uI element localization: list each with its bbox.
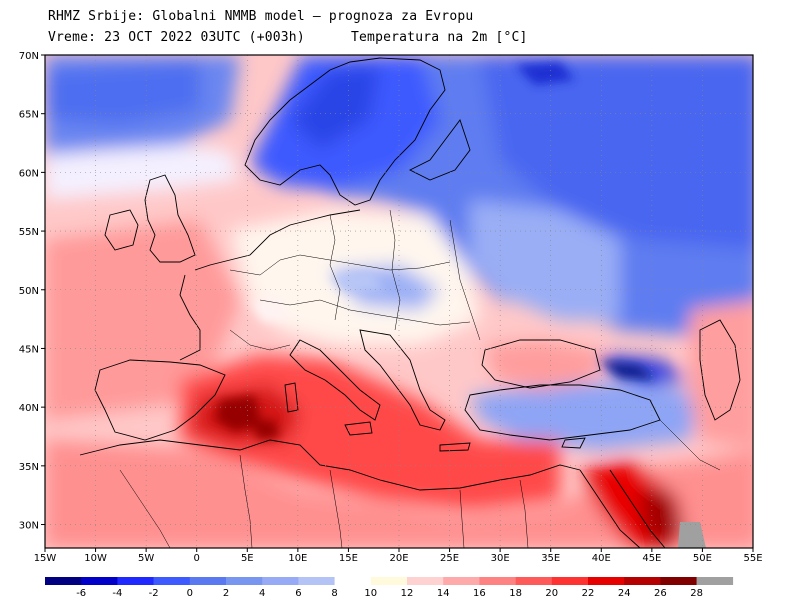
- chart-title: RHMZ Srbije: Globalni NMMB model — progn…: [48, 9, 474, 24]
- latitude-labels: 30N 35N 40N 45N 50N 55N 60N 65N 70N: [19, 51, 45, 532]
- colorbar-swatch: [443, 577, 480, 585]
- colorbar-swatch: [624, 577, 661, 585]
- colorbar-label: 26: [654, 588, 667, 599]
- lon-label: 25E: [440, 553, 459, 564]
- lat-label: 65N: [19, 110, 39, 121]
- colorbar-label: -2: [149, 588, 159, 599]
- colorbar-label: 12: [401, 588, 414, 599]
- lat-label: 35N: [19, 462, 39, 473]
- lon-label: 50E: [693, 553, 712, 564]
- lon-label: 0: [194, 553, 200, 564]
- lat-label: 50N: [19, 286, 39, 297]
- lon-label: 15W: [34, 553, 57, 564]
- lon-label: 35E: [541, 553, 560, 564]
- colorbar-swatch: [515, 577, 553, 585]
- colorbar-swatch: [153, 577, 191, 585]
- graticule: [45, 55, 753, 548]
- colorbar-label: 8: [331, 588, 337, 599]
- colorbar-swatch: [45, 577, 82, 585]
- colorbar-label: 28: [690, 588, 703, 599]
- colorbar-label: 20: [545, 588, 558, 599]
- variable-label: Temperatura na 2m [°C]: [351, 30, 528, 45]
- colorbar-swatch: [551, 577, 589, 585]
- coastlines: [79, 57, 741, 548]
- colorbar-swatch: [81, 577, 118, 585]
- lat-label: 30N: [19, 521, 39, 532]
- colorbar-label: 18: [509, 588, 522, 599]
- colorbar: [45, 577, 734, 585]
- colorbar-swatch: [407, 577, 444, 585]
- colorbar-label: 22: [582, 588, 595, 599]
- lat-label: 70N: [19, 51, 39, 62]
- lon-label: 10W: [84, 553, 107, 564]
- colorbar-swatch: [588, 577, 625, 585]
- lon-label: 5E: [241, 553, 254, 564]
- colorbar-label: 4: [259, 588, 265, 599]
- colorbar-label: 0: [187, 588, 193, 599]
- lon-label: 5W: [138, 553, 154, 564]
- colorbar-swatch: [370, 577, 408, 585]
- colorbar-swatch: [696, 577, 734, 585]
- lat-label: 55N: [19, 227, 39, 238]
- colorbar-label: 10: [364, 588, 377, 599]
- temperature-field: [45, 55, 753, 548]
- colorbar-swatch: [226, 577, 263, 585]
- lon-label: 45E: [642, 553, 661, 564]
- colorbar-swatch: [117, 577, 154, 585]
- colorbar-label: 6: [295, 588, 301, 599]
- lat-label: 45N: [19, 344, 39, 355]
- colorbar-swatch: [479, 577, 516, 585]
- lat-label: 60N: [19, 168, 39, 179]
- colorbar-swatch: [660, 577, 697, 585]
- colorbar-label: 24: [618, 588, 631, 599]
- colorbar-label: 16: [473, 588, 486, 599]
- lon-label: 20E: [389, 553, 408, 564]
- colorbar-label: -6: [76, 588, 86, 599]
- lon-label: 40E: [592, 553, 611, 564]
- lat-label: 40N: [19, 403, 39, 414]
- lon-label: 15E: [339, 553, 358, 564]
- lon-label: 30E: [491, 553, 510, 564]
- colorbar-label: 14: [437, 588, 450, 599]
- forecast-time: Vreme: 23 OCT 2022 03UTC (+003h): [48, 30, 305, 45]
- lon-label: 10E: [288, 553, 307, 564]
- colorbar-swatch: [262, 577, 299, 585]
- colorbar-swatch: [334, 577, 372, 585]
- colorbar-swatch: [298, 577, 335, 585]
- colorbar-label: 2: [223, 588, 229, 599]
- colorbar-labels: -6 -4 -2 0 2 4 6 8 10 12 14 16 18 20 22 24 26 28: [76, 588, 703, 599]
- colorbar-swatch: [189, 577, 227, 585]
- longitude-labels: 15W 10W 5W 0 5E 10E 15E 20E 25E 30E 35E 40E 45E 50E 55…: [34, 548, 763, 564]
- lon-label: 55E: [743, 553, 762, 564]
- colorbar-label: -4: [112, 588, 122, 599]
